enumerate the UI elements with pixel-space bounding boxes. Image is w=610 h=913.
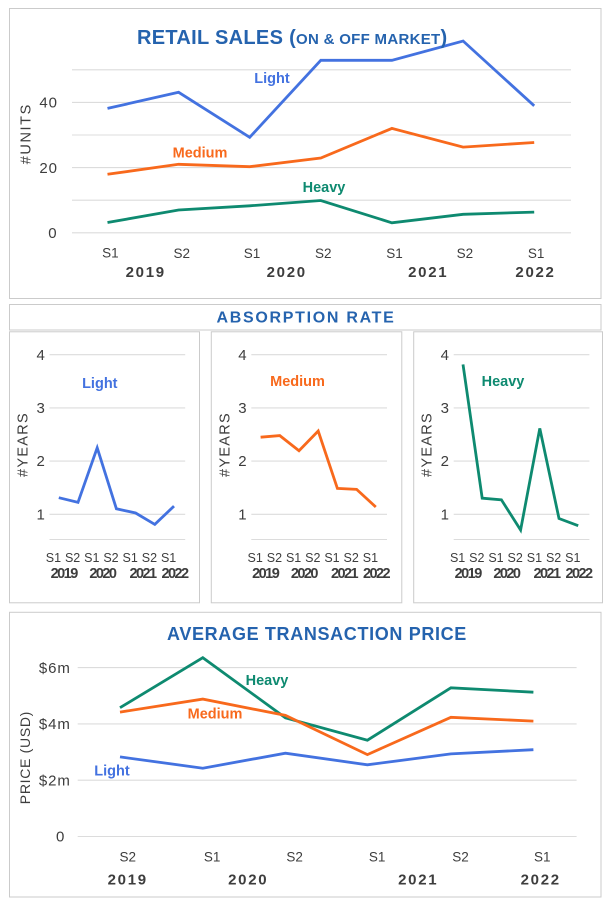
svg-text:#YEARS: #YEARS bbox=[16, 412, 32, 477]
svg-text:S2: S2 bbox=[469, 551, 484, 565]
svg-text:0: 0 bbox=[48, 225, 57, 242]
svg-text:S1: S1 bbox=[363, 551, 378, 565]
svg-text:S1: S1 bbox=[46, 551, 61, 565]
svg-text:AVERAGE TRANSACTION PRICE: AVERAGE TRANSACTION PRICE bbox=[167, 624, 467, 644]
svg-text:1: 1 bbox=[441, 506, 449, 523]
svg-text:2019: 2019 bbox=[455, 566, 483, 582]
svg-text:$2m: $2m bbox=[39, 772, 71, 789]
svg-text:$4m: $4m bbox=[39, 716, 71, 733]
svg-text:S1: S1 bbox=[102, 246, 119, 261]
svg-text:S1: S1 bbox=[565, 551, 580, 565]
svg-text:PRICE (USD): PRICE (USD) bbox=[17, 711, 33, 804]
svg-text:2019: 2019 bbox=[252, 566, 280, 582]
svg-text:Light: Light bbox=[94, 764, 130, 780]
svg-text:1: 1 bbox=[238, 506, 246, 523]
svg-text:S1: S1 bbox=[123, 551, 138, 565]
svg-text:Light: Light bbox=[82, 376, 118, 392]
svg-text:#YEARS: #YEARS bbox=[217, 412, 233, 477]
svg-text:$6m: $6m bbox=[39, 660, 71, 677]
svg-text:2021: 2021 bbox=[331, 566, 359, 582]
svg-text:0: 0 bbox=[56, 829, 65, 846]
svg-text:S2: S2 bbox=[305, 551, 320, 565]
svg-text:2: 2 bbox=[36, 453, 44, 470]
svg-text:2020: 2020 bbox=[291, 566, 319, 582]
svg-text:S2: S2 bbox=[173, 246, 190, 261]
svg-text:Heavy: Heavy bbox=[482, 374, 525, 390]
svg-text:S2: S2 bbox=[142, 551, 157, 565]
svg-text:S2: S2 bbox=[508, 551, 523, 565]
svg-text:Light: Light bbox=[254, 71, 290, 87]
svg-text:2020: 2020 bbox=[228, 872, 268, 889]
svg-text:2022: 2022 bbox=[515, 264, 555, 281]
svg-text:S2: S2 bbox=[457, 246, 474, 261]
svg-text:3: 3 bbox=[441, 400, 449, 417]
svg-text:S1: S1 bbox=[528, 246, 545, 261]
svg-text:Medium: Medium bbox=[188, 707, 243, 723]
svg-text:S2: S2 bbox=[286, 850, 303, 865]
svg-text:S2: S2 bbox=[344, 551, 359, 565]
svg-text:S1: S1 bbox=[84, 551, 99, 565]
svg-text:S1: S1 bbox=[286, 551, 301, 565]
svg-text:2020: 2020 bbox=[493, 566, 521, 582]
svg-text:ABSORPTION RATE: ABSORPTION RATE bbox=[217, 310, 396, 327]
svg-text:2022: 2022 bbox=[161, 566, 189, 582]
svg-text:2: 2 bbox=[238, 453, 246, 470]
svg-text:4: 4 bbox=[36, 347, 44, 364]
svg-text:4: 4 bbox=[441, 347, 449, 364]
svg-text:2022: 2022 bbox=[363, 566, 391, 582]
svg-text:2021: 2021 bbox=[533, 566, 561, 582]
svg-text:S2: S2 bbox=[546, 551, 561, 565]
svg-text:S2: S2 bbox=[315, 246, 332, 261]
svg-text:2: 2 bbox=[441, 453, 449, 470]
svg-text:1: 1 bbox=[36, 506, 44, 523]
svg-text:2020: 2020 bbox=[89, 566, 117, 582]
svg-text:Heavy: Heavy bbox=[246, 673, 289, 689]
svg-text:S1: S1 bbox=[161, 551, 176, 565]
svg-text:S1: S1 bbox=[324, 551, 339, 565]
svg-text:S1: S1 bbox=[534, 850, 551, 865]
svg-text:4: 4 bbox=[238, 347, 246, 364]
svg-text:Heavy: Heavy bbox=[303, 180, 346, 196]
svg-text:S1: S1 bbox=[204, 850, 221, 865]
svg-text:S1: S1 bbox=[244, 246, 261, 261]
svg-text:#YEARS: #YEARS bbox=[420, 412, 436, 477]
svg-text:20: 20 bbox=[39, 160, 58, 177]
svg-text:S1: S1 bbox=[527, 551, 542, 565]
svg-text:S1: S1 bbox=[369, 850, 386, 865]
svg-text:RETAIL SALES (ON & OFF MARKET): RETAIL SALES (ON & OFF MARKET) bbox=[137, 27, 448, 49]
svg-text:2021: 2021 bbox=[408, 264, 448, 281]
svg-text:S1: S1 bbox=[450, 551, 465, 565]
svg-text:S1: S1 bbox=[488, 551, 503, 565]
svg-text:S1: S1 bbox=[386, 246, 403, 261]
svg-text:S2: S2 bbox=[452, 850, 469, 865]
svg-text:2019: 2019 bbox=[108, 872, 148, 889]
svg-text:2022: 2022 bbox=[565, 566, 593, 582]
svg-text:40: 40 bbox=[39, 95, 58, 112]
svg-text:S2: S2 bbox=[267, 551, 282, 565]
svg-text:3: 3 bbox=[36, 400, 44, 417]
svg-text:2022: 2022 bbox=[521, 872, 561, 889]
svg-text:Medium: Medium bbox=[270, 374, 325, 390]
svg-text:S1: S1 bbox=[248, 551, 263, 565]
svg-text:S2: S2 bbox=[65, 551, 80, 565]
svg-text:2019: 2019 bbox=[51, 566, 79, 582]
svg-text:2020: 2020 bbox=[267, 264, 307, 281]
svg-text:2019: 2019 bbox=[126, 264, 166, 281]
svg-text:Medium: Medium bbox=[173, 146, 228, 162]
svg-text:S2: S2 bbox=[103, 551, 118, 565]
svg-text:S2: S2 bbox=[120, 850, 137, 865]
svg-text:3: 3 bbox=[238, 400, 246, 417]
svg-text:#UNITS: #UNITS bbox=[19, 103, 35, 164]
svg-text:2021: 2021 bbox=[129, 566, 157, 582]
svg-text:2021: 2021 bbox=[398, 872, 438, 889]
